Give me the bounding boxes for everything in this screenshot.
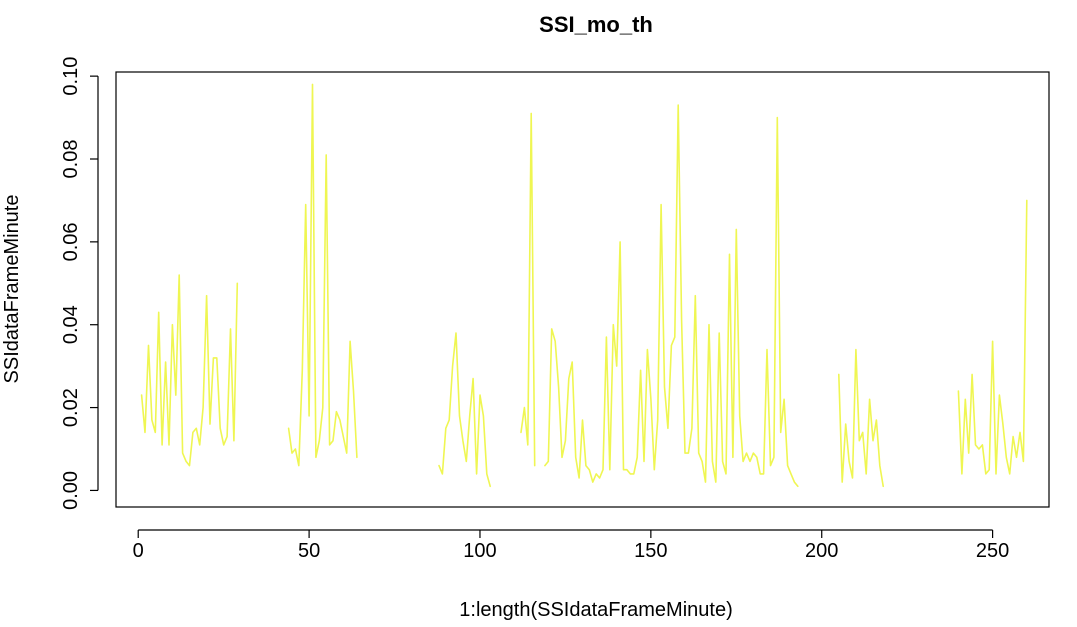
y-tick-label: 0.08 xyxy=(60,140,82,179)
x-tick-label: 200 xyxy=(805,540,838,562)
y-axis-label: SSIdataFrameMinute xyxy=(1,195,23,384)
x-tick-label: 250 xyxy=(976,540,1009,562)
x-tick-label: 100 xyxy=(463,540,496,562)
x-tick-label: 150 xyxy=(634,540,667,562)
x-axis-label: 1:length(SSIdataFrameMinute) xyxy=(459,599,732,621)
series-line-segment xyxy=(520,112,536,467)
series-layer xyxy=(140,83,1028,488)
chart-title: SSI_mo_th xyxy=(539,12,653,37)
series-line-segment xyxy=(957,199,1028,475)
x-tick-label: 50 xyxy=(298,540,320,562)
x-tick-label: 0 xyxy=(133,540,144,562)
y-tick-label: 0.10 xyxy=(60,57,82,96)
y-axis: 0.00 0.02 0.04 0.06 0.08 0.10 xyxy=(60,57,99,510)
series-line-segment xyxy=(438,332,491,488)
series-line-segment xyxy=(544,104,799,488)
series-line-segment xyxy=(140,274,239,467)
plot-frame xyxy=(115,71,1050,508)
series-line-segment xyxy=(838,348,884,488)
y-tick-label: 0.06 xyxy=(60,222,82,261)
series-line-segment xyxy=(287,83,358,467)
y-tick-label: 0.00 xyxy=(60,471,82,510)
y-tick-label: 0.04 xyxy=(60,305,82,344)
x-axis: 0 50 100 150 200 250 xyxy=(133,529,1009,562)
y-tick-label: 0.02 xyxy=(60,388,82,427)
